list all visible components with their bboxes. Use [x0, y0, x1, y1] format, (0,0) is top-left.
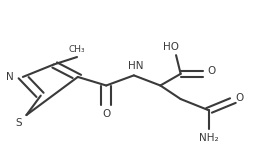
Text: S: S [16, 118, 22, 128]
Text: NH₂: NH₂ [199, 133, 219, 143]
Text: HN: HN [128, 61, 144, 71]
Text: O: O [236, 93, 244, 103]
Text: O: O [207, 66, 215, 76]
Text: O: O [102, 109, 110, 119]
Text: HO: HO [163, 42, 179, 52]
Text: CH₃: CH₃ [69, 45, 85, 54]
Text: N: N [6, 72, 14, 82]
